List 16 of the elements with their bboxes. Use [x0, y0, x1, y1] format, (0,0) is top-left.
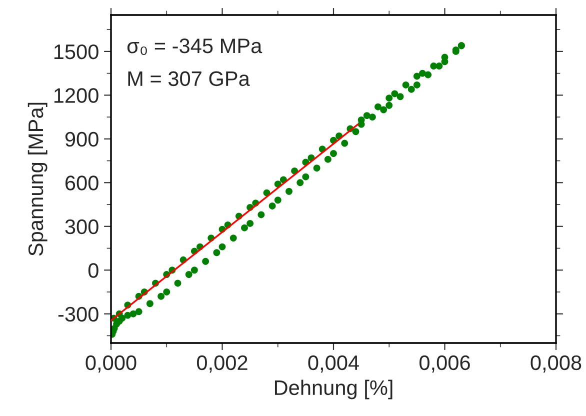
- y-tick-label: 1200: [54, 88, 98, 103]
- x-tick-label: 0,004: [308, 355, 359, 373]
- x-tick-label: 0,002: [197, 355, 248, 373]
- x-tick-label: 0,000: [86, 355, 136, 373]
- annotation: σ₀ = -345 MPa: [127, 38, 262, 55]
- y-tick-label: 300: [65, 219, 98, 234]
- y-tick-label: 0: [88, 263, 98, 278]
- x-tick-label: 0,006: [420, 355, 470, 373]
- annotation: M = 307 GPa: [128, 71, 250, 86]
- x-axis-title: Dehnung [%]: [274, 380, 392, 400]
- y-tick-label: -300: [58, 306, 98, 322]
- y-tick-label: 600: [65, 176, 98, 190]
- x-tick-label: 0,008: [530, 355, 582, 373]
- y-axis-title: Spannung [MPa]: [28, 102, 48, 256]
- y-tick-label: 900: [65, 132, 98, 147]
- y-tick-label: 1500: [54, 44, 98, 60]
